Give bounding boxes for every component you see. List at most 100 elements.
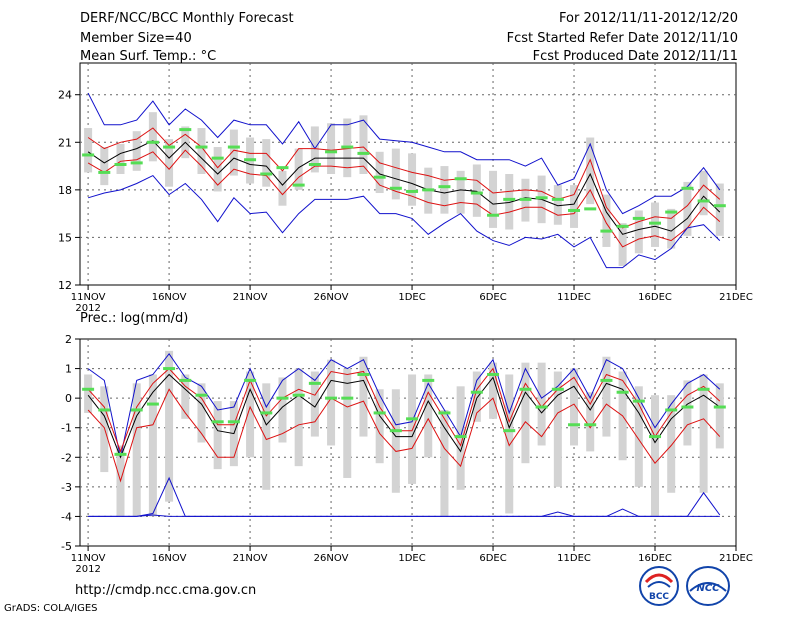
temp-spread-box [699,170,708,216]
temp-max-line [87,92,721,215]
prec-spread-box [489,362,498,419]
prec-observation-marker [438,411,451,415]
prec-xtick-label: 16NOV [152,553,187,564]
produced-date-label: Fcst Produced Date 2012/11/11 [532,49,738,64]
temp-observation-marker [487,213,500,217]
prec-observation-marker [308,381,321,385]
temp-ytick-label: 24 [58,89,72,102]
temp-spread-box [375,151,384,194]
prec-observation-marker [551,387,564,391]
temp-spread-box [213,147,222,192]
temp-spread-box [359,115,368,174]
temp-observation-marker [373,175,386,179]
prec-spread-box [310,371,319,437]
temp-xtick-label: 16NOV [152,292,187,303]
prec-xtick-label: 1DEC [398,553,425,564]
temp-xtick-label: 6DEC [479,292,506,303]
prec-spread-box [651,395,660,517]
temp-spread-box [715,183,724,236]
prec-observation-marker [616,390,629,394]
prec-spread-box [213,401,222,470]
prec-observation-marker [713,405,726,409]
temp-spread-box [229,129,238,176]
temp-spread-box [651,202,660,247]
temp-observation-marker [406,189,419,193]
prec-spread-box [132,383,141,517]
temp-observation-marker [697,199,710,203]
prec-observation-marker [503,429,516,433]
prec-observation-marker [665,408,678,412]
prec-spread-box [424,374,433,458]
temp-xtick-label: 21NOV [233,292,268,303]
temp-observation-marker [114,162,127,166]
prec-spread-box [262,383,271,490]
temp-spread-box [262,139,271,187]
prec-observation-marker [260,411,273,415]
prec-observation-marker [584,423,597,427]
temp-spread-box [148,112,157,162]
prec-observation-marker [373,411,386,415]
source-url[interactable]: http://cmdp.ncc.cma.gov.cn [75,583,257,598]
temp-observation-marker [227,145,240,149]
member-size-label: Member Size=40 [80,31,192,46]
temp-plot-frame [79,62,737,286]
prec-observation-marker [276,396,289,400]
prec-observation-marker [681,405,694,409]
prec-xtick-label: 11NOV [71,553,106,564]
prec-max-line [87,352,721,458]
temp-observation-marker [665,210,678,214]
prec-observation-marker [163,367,176,371]
temp-observation-marker [244,158,257,162]
prec-spread-box [375,389,384,464]
temp-observation-marker [519,197,532,201]
temp-spread-box [116,143,125,174]
temp-observation-marker [292,183,305,187]
prec-ytick-label: 2 [65,333,72,346]
temp-lower-line [87,149,721,248]
temp-min-line [87,174,721,269]
temp-ytick-label: 21 [58,136,72,149]
temp-spread-box [602,194,611,247]
prec-observation-marker [470,390,483,394]
prec-spread-box [327,359,336,446]
temp-observation-marker [195,145,208,149]
temp-xtick-label: 26NOV [314,292,349,303]
prec-spread-box [570,368,579,446]
temp-spread-box [327,123,336,174]
prec-spread-box [602,356,611,437]
prec-ytick-label: -4 [61,510,72,523]
temp-observation-marker [146,140,159,144]
temp-spread-box [634,210,643,254]
temp-upper-line [87,127,721,229]
prec-spread-box [165,350,174,502]
temp-spread-box [278,170,287,206]
prec-spread-box [521,362,530,464]
chart-title: DERF/NCC/BCC Monthly Forecast [80,11,294,26]
prec-observation-marker [519,387,532,391]
prec-observation-marker [535,405,548,409]
temp-xtick-label: 1DEC [398,292,425,303]
temp-observation-marker [130,161,143,165]
prec-spread-box [537,362,546,446]
temp-xtick-label: 11DEC [557,292,591,303]
temp-observation-marker [163,145,176,149]
prec-observation-marker [632,399,645,403]
prec-spread-box [359,356,368,437]
temp-observation-marker [713,204,726,208]
prec-min-line [88,476,721,517]
temp-spread-box [165,139,174,187]
prec-ytick-label: -3 [61,481,72,494]
temp-spread-box [667,208,676,249]
prec-mean-line [87,373,721,459]
prec-xtick-label: 21DEC [719,553,753,564]
prec-spread-box [343,368,352,478]
prec-upper-line [87,367,721,453]
bcc-logo: BCC [639,566,679,606]
temp-observation-marker [389,186,402,190]
temp-observation-marker [616,224,629,228]
temp-ytick-label: 18 [58,184,72,197]
prec-observation-marker [227,420,240,424]
temp-observation-marker [82,153,95,157]
prec-spread-box [472,371,481,422]
prec-spread-box [84,374,93,413]
